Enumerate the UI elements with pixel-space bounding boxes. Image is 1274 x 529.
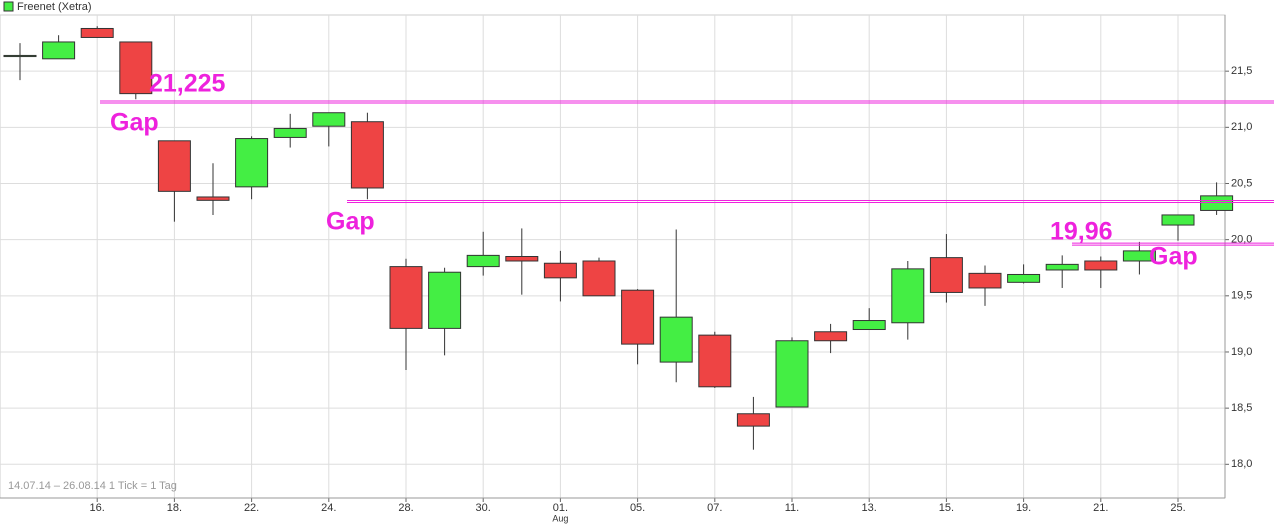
x-tick-label: 15. xyxy=(939,502,954,514)
annotation: Gap xyxy=(110,109,159,137)
candle-body xyxy=(80,27,114,38)
candle-body xyxy=(775,340,809,408)
candle-body xyxy=(389,266,423,329)
candle-body xyxy=(698,334,732,388)
candle-body xyxy=(196,196,230,201)
x-tick-label: 11. xyxy=(785,502,799,514)
candle-body xyxy=(659,316,693,363)
month-label: Aug xyxy=(552,513,568,523)
candle-body xyxy=(1161,214,1195,226)
x-tick-label: 24. xyxy=(321,502,336,514)
y-tick-label: 18,0 xyxy=(1231,458,1252,470)
y-tick-label: 19,5 xyxy=(1231,290,1252,302)
y-tick-label: 20,5 xyxy=(1231,177,1252,189)
candle-body xyxy=(736,413,770,427)
candle-body xyxy=(235,138,269,188)
y-tick-label: 18,5 xyxy=(1231,402,1252,414)
footer: 14.07.14 – 26.08.14 1 Tick = 1 Tag xyxy=(8,480,177,492)
y-tick-label: 19,0 xyxy=(1231,346,1252,358)
candle-body xyxy=(929,257,963,293)
x-tick-label: 16. xyxy=(90,502,105,514)
annotation: Gap xyxy=(326,208,375,236)
candle-body xyxy=(891,268,925,324)
candle-body xyxy=(968,272,1002,289)
y-tick-label: 21,5 xyxy=(1231,65,1252,77)
candle-body xyxy=(350,121,384,189)
candle-body xyxy=(505,256,539,262)
x-tick-label: 05. xyxy=(630,502,645,514)
candle-body xyxy=(428,271,462,329)
x-tick-label: 25. xyxy=(1170,502,1185,514)
x-tick-label: 19. xyxy=(1016,502,1031,514)
x-tick-label: 30. xyxy=(476,502,491,514)
candle-body xyxy=(1045,263,1079,271)
x-tick-label: 01. xyxy=(553,502,568,514)
candle-body xyxy=(543,262,577,279)
candle-body xyxy=(814,331,848,342)
x-tick-label: 21. xyxy=(1093,502,1108,514)
candle-body xyxy=(157,140,191,192)
candle-body xyxy=(466,254,500,268)
candle-body xyxy=(1200,195,1234,211)
y-tick-label: 21,0 xyxy=(1231,121,1252,133)
plot-area xyxy=(0,14,1226,499)
candle-body xyxy=(42,41,76,60)
candle-body xyxy=(1122,250,1156,262)
x-tick-label: 28. xyxy=(398,502,413,514)
x-tick-label: 18. xyxy=(167,502,182,514)
y-tick-label: 20,0 xyxy=(1231,234,1252,246)
annotation: 21,225 xyxy=(149,70,226,98)
candle-body xyxy=(3,54,37,58)
x-tick-label: 07. xyxy=(707,502,722,514)
legend-swatch xyxy=(3,1,14,12)
annotation: 19,96 xyxy=(1050,218,1113,246)
legend-label: Freenet (Xetra) xyxy=(17,1,92,13)
candle-body xyxy=(852,320,886,331)
candle-body xyxy=(312,112,346,127)
x-tick-label: 13. xyxy=(862,502,877,514)
candle-body xyxy=(582,260,616,297)
candle-body xyxy=(621,289,655,345)
candle-body xyxy=(1007,273,1041,283)
candle-body xyxy=(273,127,307,138)
candle-body xyxy=(119,41,153,95)
candle-body xyxy=(1084,260,1118,271)
annotation: Gap xyxy=(1149,243,1198,271)
x-tick-label: 22. xyxy=(244,502,259,514)
